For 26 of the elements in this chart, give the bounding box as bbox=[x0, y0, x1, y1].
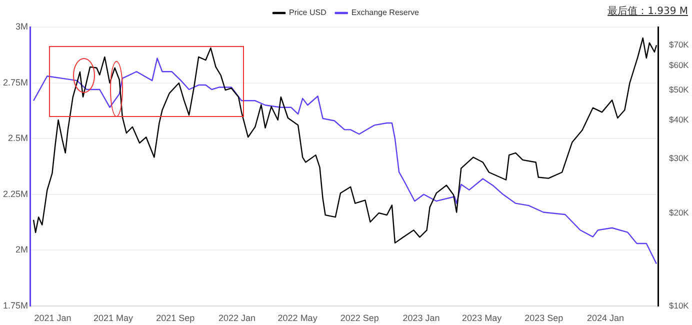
x-tick-label: 2023 Jan bbox=[402, 312, 440, 323]
y-tick-label: 2M bbox=[15, 244, 28, 255]
y-tick-label: 2.25M bbox=[2, 188, 28, 199]
y2-tick-label: $40K bbox=[669, 114, 690, 124]
y2-tick-label: $30K bbox=[669, 152, 690, 163]
x-tick-label: 2024 Jan bbox=[586, 312, 624, 323]
x-tick-label: 2023 Sep bbox=[524, 312, 564, 323]
x-tick-label: 2021 May bbox=[94, 312, 134, 323]
y2-tick-label: $10K bbox=[669, 300, 690, 310]
y-tick-label: 2.5M bbox=[8, 133, 28, 144]
y2-tick-label: $50K bbox=[669, 84, 690, 94]
x-tick-label: 2021 Sep bbox=[156, 312, 195, 323]
legend-label: Exchange Reserve bbox=[351, 8, 420, 18]
x-tick-label: 2021 Jan bbox=[34, 312, 72, 323]
y2-tick-label: $70K bbox=[669, 39, 690, 50]
x-tick-label: 2022 Sep bbox=[340, 312, 379, 323]
legend-label: Price USD bbox=[289, 8, 327, 18]
x-tick-label: 2022 Jan bbox=[218, 312, 256, 323]
y2-tick-label: $60K bbox=[669, 60, 690, 70]
y-tick-label: 3M bbox=[15, 21, 28, 32]
y-tick-label: 1.75M bbox=[2, 300, 28, 310]
y-tick-label: 2.75M bbox=[2, 77, 28, 88]
x-tick-label: 2022 May bbox=[278, 312, 318, 323]
x-tick-label: 2023 May bbox=[462, 312, 502, 323]
y2-tick-label: $20K bbox=[669, 207, 690, 218]
text: 最后值：1.939 M bbox=[608, 4, 688, 18]
